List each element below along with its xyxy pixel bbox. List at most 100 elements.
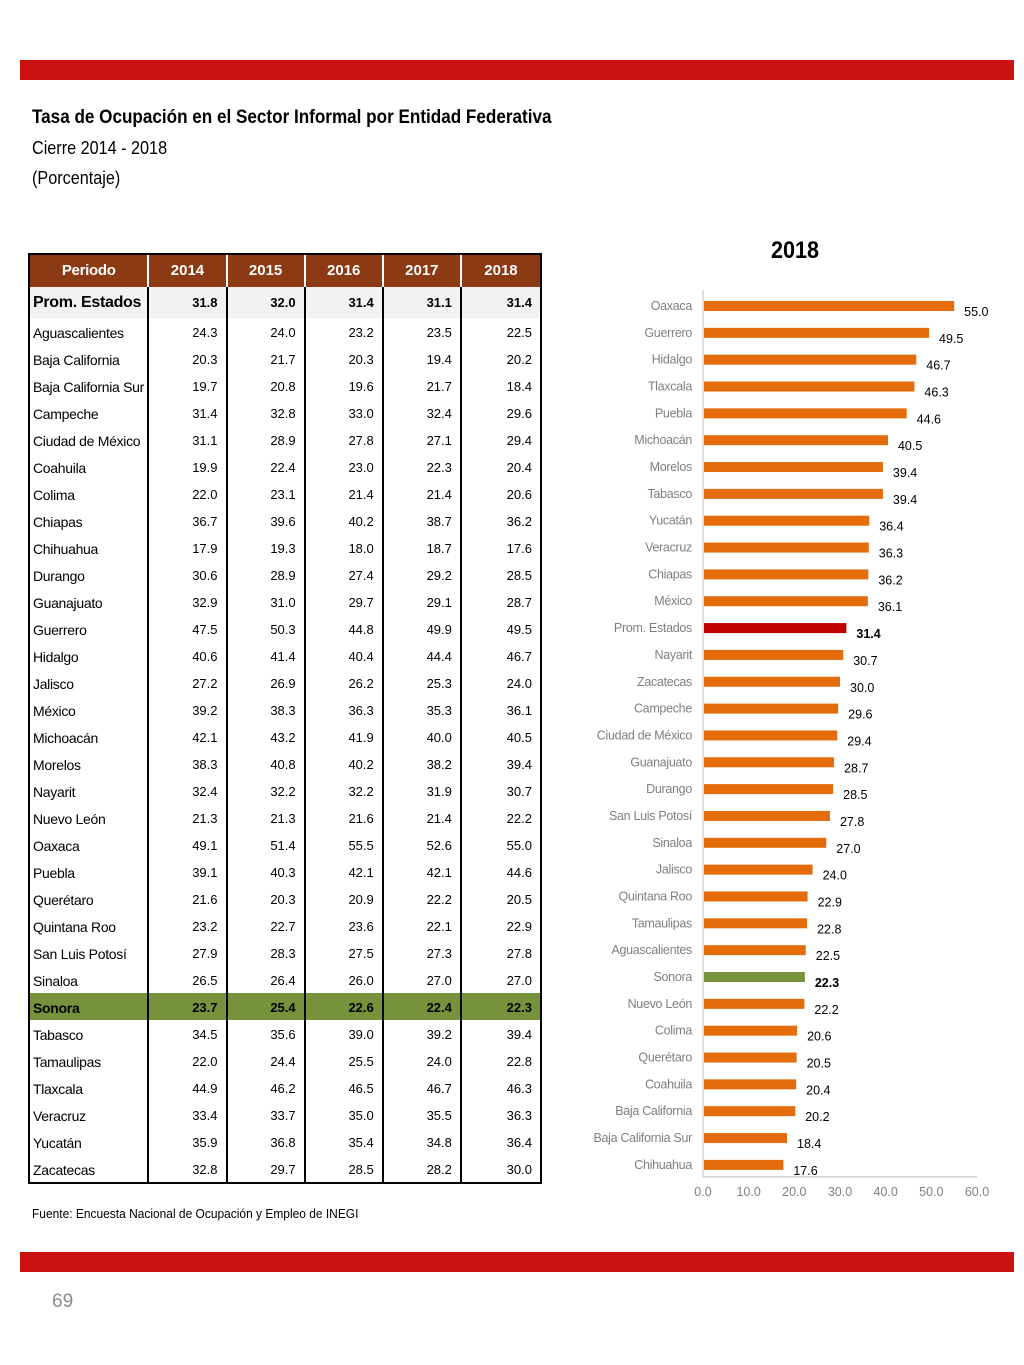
table-cell: 19.3 (228, 534, 306, 561)
value-label: 46.7 (926, 359, 950, 373)
bar (704, 1025, 798, 1036)
table-cell: 50.3 (228, 615, 306, 642)
chart-title: 2018 (771, 237, 820, 264)
row-label: Guanajuato (30, 588, 150, 615)
table-cell: 28.9 (228, 561, 306, 588)
table-row: México 39.2 38.3 36.3 35.3 36.1 (30, 696, 540, 723)
table-row: Guanajuato 32.9 31.0 29.7 29.1 28.7 (30, 588, 540, 615)
table-cell: 46.3 (506, 1081, 532, 1096)
x-tick-label: 60.0 (965, 1185, 989, 1199)
category-label: Sinaloa (652, 836, 692, 850)
table-cell: 21.4 (384, 804, 462, 831)
page-title: Tasa de Ocupación en el Sector Informal … (32, 107, 552, 128)
column-header: 2017 (384, 255, 462, 287)
table-cell: 55.0 (506, 838, 532, 853)
table-row: Chihuahua 17.9 19.3 18.0 18.7 17.6 (30, 534, 540, 561)
table-cell: 31.4 (306, 287, 384, 318)
bar (704, 945, 806, 956)
column-header: 2014 (149, 255, 228, 287)
table-cell: 21.3 (228, 804, 306, 831)
table-cell: 36.1 (506, 703, 532, 718)
unit-label: (Porcentaje) (32, 168, 121, 188)
category-label: Michoacán (634, 433, 692, 447)
category-label: Tamaulipas (632, 916, 692, 930)
table-cell: 52.6 (384, 831, 462, 858)
bar (704, 810, 830, 821)
value-label: 29.6 (848, 708, 872, 722)
table-cell: 36.2 (506, 514, 532, 529)
table-cell: 21.4 (384, 480, 462, 507)
table-cell: 30.6 (149, 561, 228, 588)
value-label: 20.2 (805, 1110, 829, 1124)
value-label: 36.4 (879, 520, 903, 534)
page-number: 69 (52, 1291, 74, 1312)
table-cell: 18.0 (306, 534, 384, 561)
table-cell: 35.3 (384, 696, 462, 723)
table-cell: 25.4 (228, 993, 306, 1020)
category-label: Nuevo León (628, 997, 693, 1011)
category-label: Jalisco (656, 863, 692, 877)
table-cell: 29.7 (228, 1155, 306, 1182)
bar (704, 542, 869, 553)
value-label: 36.2 (878, 573, 902, 587)
bar (704, 918, 808, 929)
table-cell: 49.1 (149, 831, 228, 858)
table-row: Yucatán 35.9 36.8 35.4 34.8 36.4 (30, 1128, 540, 1155)
bar (704, 354, 917, 365)
table-cell: 31.4 (506, 295, 532, 310)
category-label: Chiapas (648, 567, 692, 581)
table-cell: 36.7 (149, 507, 228, 534)
table-cell: 31.9 (384, 777, 462, 804)
top-red-band (20, 60, 1014, 80)
table-cell: 46.7 (384, 1074, 462, 1101)
table-cell: 25.3 (384, 669, 462, 696)
table-cell: 27.9 (149, 939, 228, 966)
row-label: Prom. Estados (30, 287, 150, 318)
value-label: 49.5 (939, 332, 963, 346)
table-cell: 29.6 (506, 406, 532, 421)
table-cell: 23.1 (228, 480, 306, 507)
table-row: Baja California Sur 19.7 20.8 19.6 21.7 18.4 (30, 372, 540, 399)
table-cell: 27.8 (506, 946, 532, 961)
category-label: Ciudad de México (597, 728, 693, 742)
category-label: Sonora (653, 970, 692, 984)
row-label: Michoacán (30, 723, 150, 750)
x-tick-label: 0.0 (694, 1185, 711, 1199)
table-cell: 44.9 (149, 1074, 228, 1101)
row-label: Nayarit (30, 777, 150, 804)
table-cell: 20.3 (149, 345, 228, 372)
table-cell: 23.2 (306, 318, 384, 345)
x-tick-label: 40.0 (873, 1185, 897, 1199)
table-cell: 43.2 (228, 723, 306, 750)
table-cell: 27.2 (149, 669, 228, 696)
column-header: 2018 (484, 262, 518, 279)
table-cell: 39.4 (506, 1027, 532, 1042)
table-cell: 21.6 (306, 804, 384, 831)
table-row: Querétaro 21.6 20.3 20.9 22.2 20.5 (30, 885, 540, 912)
row-label: Tabasco (30, 1020, 150, 1047)
column-header: Periodo (30, 255, 150, 287)
table-row: Baja California 20.3 21.7 20.3 19.4 20.2 (30, 345, 540, 372)
table-cell: 20.3 (228, 885, 306, 912)
value-label: 46.3 (924, 386, 948, 400)
table-cell: 22.5 (506, 325, 532, 340)
table-cell: 40.2 (306, 507, 384, 534)
table-row: Durango 30.6 28.9 27.4 29.2 28.5 (30, 561, 540, 588)
table-cell: 26.9 (228, 669, 306, 696)
table-cell: 34.5 (149, 1020, 228, 1047)
value-label: 39.4 (893, 493, 917, 507)
bar (704, 1159, 784, 1170)
bar (704, 1133, 788, 1144)
table-cell: 34.8 (384, 1128, 462, 1155)
value-label: 28.7 (844, 761, 868, 775)
table-cell: 29.4 (506, 433, 532, 448)
table-cell: 27.4 (306, 561, 384, 588)
bar (704, 462, 883, 473)
table-cell: 39.2 (149, 696, 228, 723)
table-row: San Luis Potosí 27.9 28.3 27.5 27.3 27.8 (30, 939, 540, 966)
row-label: San Luis Potosí (30, 939, 150, 966)
table-cell: 27.5 (306, 939, 384, 966)
row-label: Chihuahua (30, 534, 150, 561)
row-label: Tamaulipas (30, 1047, 150, 1074)
table-row: Coahuila 19.9 22.4 23.0 22.3 20.4 (30, 453, 540, 480)
